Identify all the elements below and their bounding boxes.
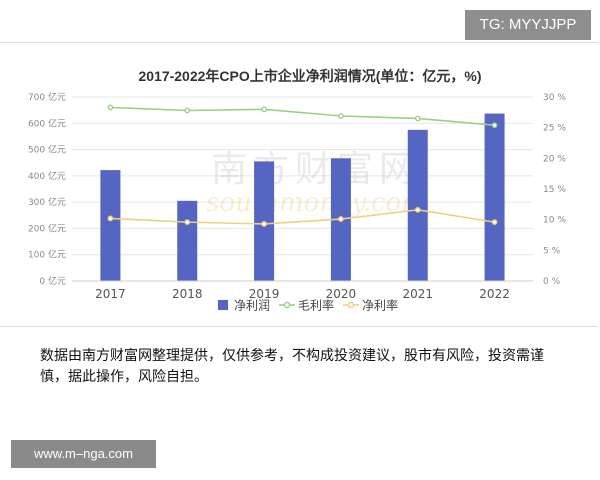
y-left-tick-label: 700 亿元 bbox=[28, 91, 66, 103]
x-tick-label: 2022 bbox=[479, 287, 510, 301]
site-badge: www.m–nga.com bbox=[11, 440, 156, 468]
series-line bbox=[110, 106, 495, 127]
data-point bbox=[491, 122, 498, 129]
legend-marker bbox=[347, 301, 355, 309]
bar bbox=[177, 200, 198, 281]
x-tick-label: 2021 bbox=[402, 287, 433, 301]
x-tick-label: 2020 bbox=[326, 287, 357, 301]
data-point bbox=[338, 216, 344, 222]
chart-axes: 0 亿元 100 亿元 200 亿元 300 亿元 400 亿元 500 亿元 600 亿元… bbox=[28, 91, 566, 301]
legend-label: 净利率 bbox=[362, 298, 398, 313]
tg-badge: TG: MYYJJPP bbox=[465, 10, 591, 40]
y-right-tick-label: 30 % bbox=[543, 93, 566, 103]
watermark: 南方财富网 southmoney.com bbox=[206, 149, 426, 218]
line-series bbox=[107, 104, 498, 227]
data-point bbox=[414, 206, 421, 213]
chart-svg: 南方财富网 southmoney.com 0 亿元 100 亿元 200 亿元 300… bbox=[28, 68, 566, 313]
y-left-tick-label: 0 亿元 bbox=[39, 275, 66, 287]
x-tick-label: 2017 bbox=[95, 287, 126, 301]
data-point bbox=[261, 106, 267, 113]
legend-swatch bbox=[218, 300, 228, 310]
x-tick-label: 2019 bbox=[249, 287, 280, 301]
chart-gridlines bbox=[72, 96, 533, 282]
disclaimer-text: 数据由南方财富网整理提供，仅供参考，不构成投资建议，股市有风险，投资需谨慎，据此… bbox=[40, 348, 544, 385]
series-line bbox=[110, 209, 495, 225]
bar bbox=[407, 129, 428, 281]
y-left-tick-label: 100 亿元 bbox=[28, 249, 66, 261]
legend-marker bbox=[283, 301, 291, 309]
bar bbox=[100, 170, 121, 281]
data-point bbox=[261, 221, 267, 227]
chart-title: 2017-2022年CPO上市企业净利润情况(单位：亿元，%) bbox=[138, 68, 481, 84]
chart-frame: 南方财富网 southmoney.com 0 亿元 100 亿元 200 亿元 300… bbox=[0, 42, 598, 327]
y-right-tick-label: 20 % bbox=[543, 154, 566, 164]
legend-label: 净利润 bbox=[234, 299, 270, 313]
data-point bbox=[184, 219, 191, 226]
data-point bbox=[491, 219, 498, 226]
data-point bbox=[107, 215, 114, 222]
y-left-tick-label: 400 亿元 bbox=[28, 170, 66, 182]
legend-label: 毛利率 bbox=[298, 298, 334, 313]
y-left-tick-label: 500 亿元 bbox=[28, 144, 66, 156]
y-left-tick-label: 200 亿元 bbox=[28, 222, 66, 234]
bar bbox=[484, 113, 505, 281]
data-point bbox=[184, 107, 191, 114]
y-right-tick-label: 25 % bbox=[543, 124, 566, 134]
data-point bbox=[414, 115, 421, 122]
y-right-tick-label: 10 % bbox=[543, 216, 566, 226]
data-point bbox=[338, 113, 344, 119]
y-right-tick-label: 15 % bbox=[543, 185, 566, 195]
y-right-tick-label: 5 % bbox=[543, 246, 561, 256]
bar-series bbox=[100, 113, 505, 281]
chart-legend: 净利润 毛利率 净利率 bbox=[218, 298, 398, 313]
watermark-text-cn: 南方财富网 bbox=[211, 149, 421, 190]
data-point bbox=[107, 104, 114, 111]
y-left-tick-label: 600 亿元 bbox=[28, 117, 66, 129]
y-left-tick-label: 300 亿元 bbox=[28, 196, 66, 208]
x-tick-label: 2018 bbox=[172, 287, 203, 301]
y-right-tick-label: 0 % bbox=[543, 277, 561, 287]
